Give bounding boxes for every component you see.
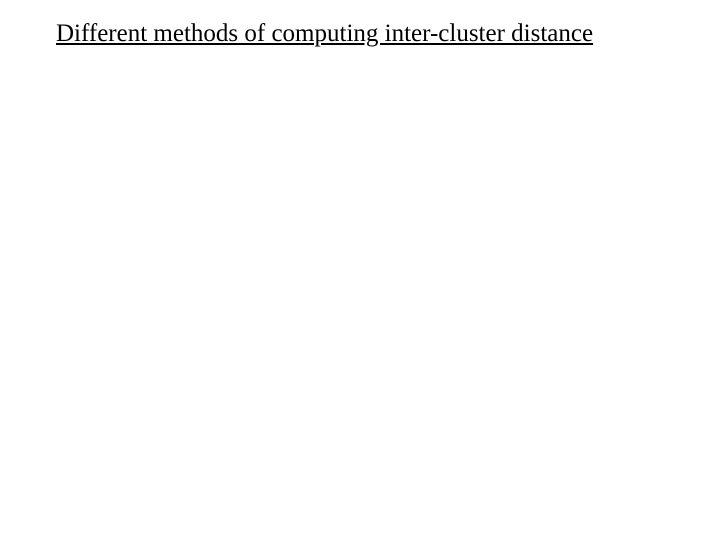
page-title: Different methods of computing inter-clu… [56, 20, 593, 48]
